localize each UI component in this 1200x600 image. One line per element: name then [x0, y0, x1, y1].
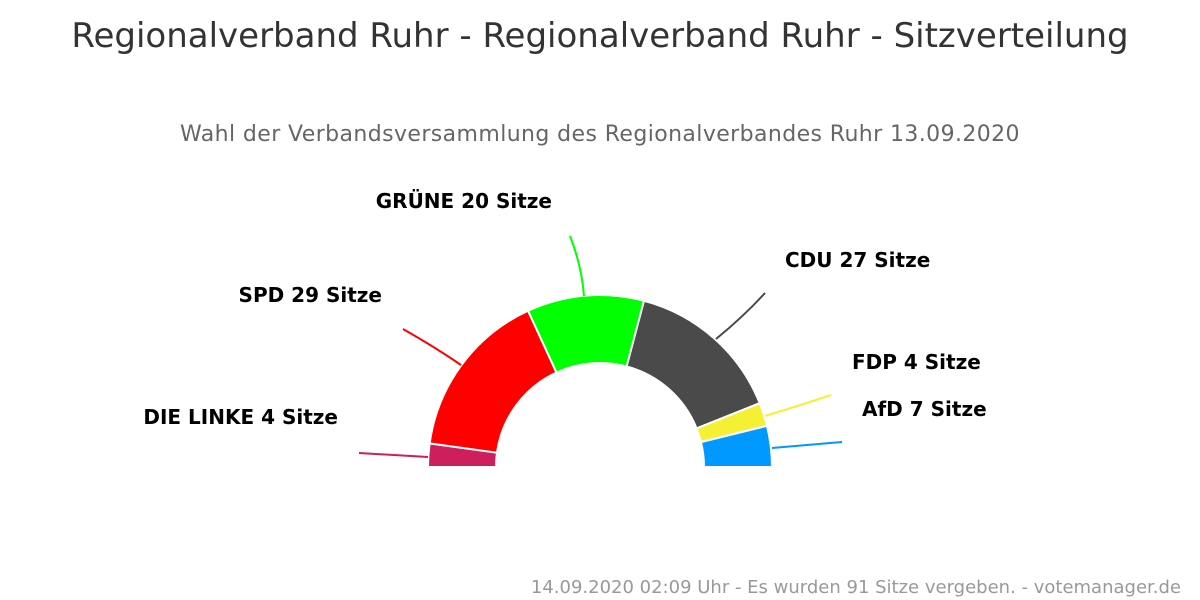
connector-cdu [715, 292, 766, 340]
connector-die-linke [358, 452, 429, 458]
connector-spd [402, 328, 462, 366]
connector-fdp [764, 394, 832, 417]
label-fdp: FDP 4 Sitze [852, 350, 981, 374]
connector-gruene [569, 235, 585, 297]
footer-credits: 14.09.2020 02:09 Uhr - Es wurden 91 Sitz… [530, 577, 1181, 598]
label-cdu: CDU 27 Sitze [785, 248, 930, 272]
chart-title: Regionalverband Ruhr - Regionalverband R… [71, 16, 1129, 56]
label-gruene: GRÜNE 20 Sitze [376, 189, 552, 213]
label-die-linke: DIE LINKE 4 Sitze [143, 405, 338, 429]
slice-cdu[interactable] [625, 299, 761, 430]
connector-afd [771, 441, 843, 449]
slice-afd[interactable] [699, 424, 773, 468]
label-afd: AfD 7 Sitze [862, 397, 987, 421]
label-spd: SPD 29 Sitze [239, 283, 382, 307]
chart-subtitle: Wahl der Verbandsversammlung des Regiona… [180, 122, 1020, 147]
